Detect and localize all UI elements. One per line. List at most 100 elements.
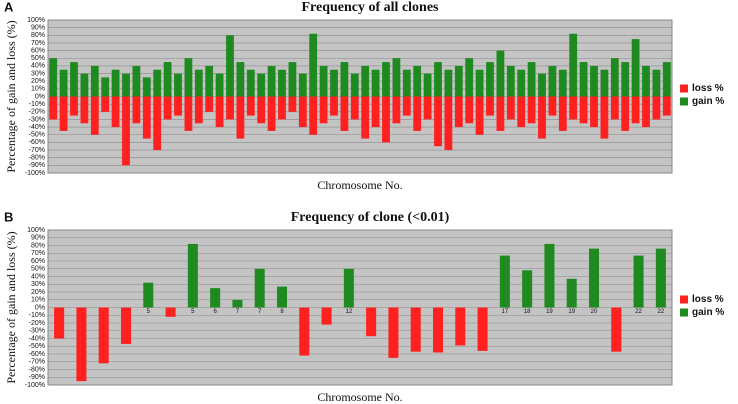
bar bbox=[423, 96, 432, 120]
bar bbox=[267, 65, 276, 97]
bar bbox=[340, 96, 349, 131]
bar bbox=[465, 96, 474, 124]
bar bbox=[569, 96, 578, 120]
bar bbox=[402, 96, 411, 116]
x-tick-label: 7 bbox=[258, 309, 262, 315]
x-tick-label: 19 bbox=[568, 309, 575, 315]
y-tick-label: -10% bbox=[29, 101, 45, 108]
bar bbox=[132, 65, 141, 97]
y-tick-label: 50% bbox=[31, 266, 45, 273]
legend-label: loss % bbox=[692, 83, 724, 94]
bar bbox=[413, 65, 422, 97]
bar bbox=[111, 69, 120, 97]
bar bbox=[340, 62, 349, 97]
bar bbox=[486, 96, 494, 116]
bar bbox=[298, 96, 307, 128]
y-tick-label: 30% bbox=[31, 70, 45, 77]
bar bbox=[392, 96, 401, 124]
bar bbox=[610, 96, 619, 120]
bar bbox=[610, 58, 619, 97]
bar bbox=[600, 69, 609, 97]
y-tick-label: -20% bbox=[29, 109, 45, 116]
y-tick-label: -20% bbox=[29, 320, 45, 327]
bar bbox=[215, 73, 224, 97]
x-tick-label: 7 bbox=[236, 309, 240, 315]
bar bbox=[288, 62, 297, 97]
bar bbox=[517, 96, 526, 128]
bar bbox=[142, 96, 151, 139]
y-tick-label: 100% bbox=[27, 227, 45, 234]
bar bbox=[558, 69, 567, 97]
y-tick-label: 20% bbox=[31, 289, 45, 296]
y-tick-label: 20% bbox=[31, 78, 45, 85]
x-axis-label: Chromosome No. bbox=[317, 390, 402, 404]
bar bbox=[633, 255, 644, 308]
bar bbox=[205, 65, 214, 97]
bar bbox=[382, 62, 390, 97]
bar bbox=[153, 96, 162, 151]
y-tick-label: 0% bbox=[35, 93, 45, 100]
x-tick-label: 5 bbox=[147, 309, 151, 315]
y-tick-label: 70% bbox=[31, 250, 45, 257]
bar bbox=[132, 96, 141, 124]
x-tick-label: 22 bbox=[658, 309, 665, 315]
bar bbox=[402, 69, 411, 97]
bar bbox=[662, 62, 671, 97]
y-tick-label: 0% bbox=[35, 304, 45, 311]
y-tick-label: -30% bbox=[29, 328, 45, 335]
bar bbox=[631, 96, 640, 124]
bar bbox=[59, 69, 68, 97]
bar bbox=[205, 96, 214, 112]
bar bbox=[163, 96, 172, 120]
bar bbox=[621, 62, 630, 97]
bar bbox=[662, 96, 671, 116]
bar bbox=[371, 96, 380, 128]
y-tick-label: -100% bbox=[25, 170, 45, 177]
bar bbox=[434, 96, 442, 147]
y-tick-label: -40% bbox=[29, 335, 45, 342]
x-tick-label: 6 bbox=[213, 309, 217, 315]
bar bbox=[236, 62, 245, 97]
y-tick-label: 100% bbox=[27, 17, 45, 24]
bar bbox=[111, 96, 120, 128]
bar bbox=[652, 96, 661, 120]
bar bbox=[558, 96, 567, 131]
bar bbox=[413, 96, 422, 131]
y-tick-label: -60% bbox=[29, 139, 45, 146]
x-tick-label: 8 bbox=[280, 309, 284, 315]
bar bbox=[101, 96, 110, 112]
bar bbox=[330, 96, 338, 116]
bar bbox=[611, 307, 622, 352]
bar bbox=[496, 50, 505, 97]
y-tick-label: -80% bbox=[29, 366, 45, 373]
y-tick-label: -50% bbox=[29, 132, 45, 139]
bar bbox=[410, 307, 421, 352]
bar bbox=[246, 69, 255, 97]
bar bbox=[309, 33, 318, 97]
bar bbox=[321, 307, 332, 325]
bar bbox=[278, 69, 286, 97]
bar bbox=[174, 73, 182, 97]
bar bbox=[90, 96, 99, 135]
bar bbox=[210, 288, 221, 308]
bar bbox=[101, 77, 110, 97]
x-tick-label: 12 bbox=[346, 309, 353, 315]
bar bbox=[475, 69, 484, 97]
bar bbox=[655, 248, 666, 308]
y-tick-label: 50% bbox=[31, 55, 45, 62]
bar bbox=[455, 307, 466, 346]
legend-swatch bbox=[680, 308, 688, 317]
bar bbox=[621, 96, 630, 131]
bar bbox=[194, 69, 203, 97]
bar bbox=[187, 243, 198, 308]
bar bbox=[588, 248, 600, 308]
bar bbox=[194, 96, 203, 124]
bar bbox=[142, 77, 151, 97]
panel-label: B bbox=[4, 209, 13, 224]
x-tick-label: 22 bbox=[635, 309, 642, 315]
bar bbox=[122, 96, 130, 166]
bar bbox=[120, 307, 132, 344]
bar bbox=[70, 96, 78, 116]
bar bbox=[423, 73, 432, 97]
bar bbox=[642, 96, 650, 128]
